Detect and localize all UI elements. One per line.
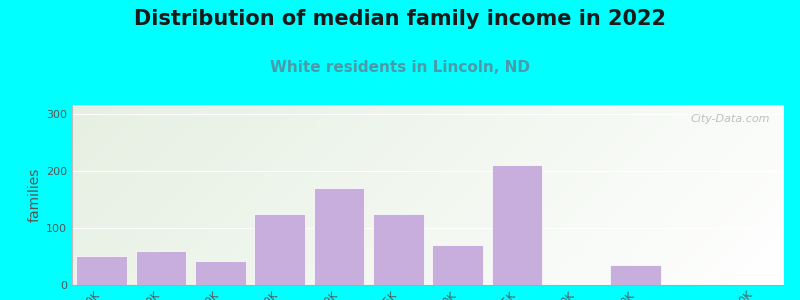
Bar <box>314 188 364 285</box>
Text: City-Data.com: City-Data.com <box>690 114 770 124</box>
Bar <box>610 265 661 285</box>
Text: Distribution of median family income in 2022: Distribution of median family income in … <box>134 9 666 29</box>
Y-axis label: families: families <box>28 168 42 222</box>
Bar <box>195 261 246 285</box>
Bar <box>373 214 423 285</box>
Bar <box>136 251 186 285</box>
Bar <box>77 256 127 285</box>
Bar <box>254 214 305 285</box>
Bar <box>433 245 483 285</box>
Text: White residents in Lincoln, ND: White residents in Lincoln, ND <box>270 60 530 75</box>
Bar <box>492 165 542 285</box>
